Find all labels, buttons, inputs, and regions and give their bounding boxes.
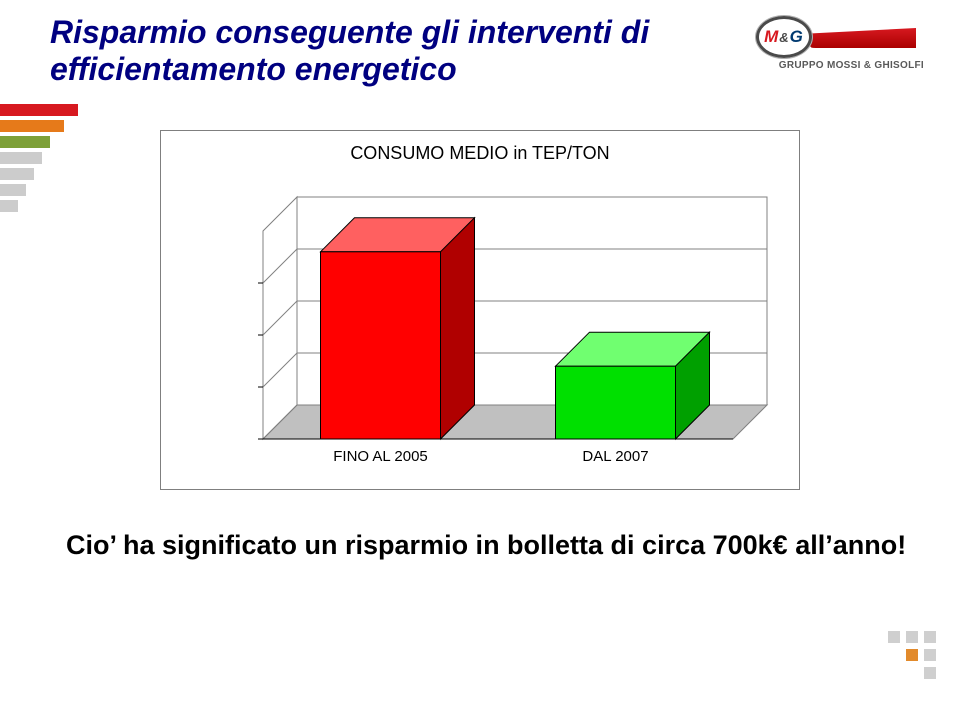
stripe-1 (0, 120, 64, 132)
stripe-3 (0, 152, 42, 164)
logo-ampersand: & (779, 30, 789, 45)
brand-logo: M&G GRUPPO MOSSI & GHISOLFI (726, 14, 926, 71)
decorative-left-stripes (0, 104, 78, 216)
logo-letter-g: G (790, 27, 804, 46)
svg-text:FINO AL 2005: FINO AL 2005 (333, 448, 428, 465)
decorative-corner-dots (882, 625, 936, 679)
corner-dot (924, 649, 936, 661)
logo-swoosh-icon (800, 28, 916, 48)
caption-text: Cio’ ha significato un risparmio in boll… (66, 530, 906, 561)
chart-panel: CONSUMO MEDIO in TEP/TON FINO AL 2005 DAL… (160, 130, 800, 490)
logo-letter-m: M (764, 27, 779, 46)
stripe-4 (0, 168, 34, 180)
stripe-0 (0, 104, 78, 116)
stripe-5 (0, 184, 26, 196)
corner-dot (924, 631, 936, 643)
corner-dot (906, 649, 918, 661)
logo-badge-icon: M&G (756, 16, 812, 58)
bar-chart: FINO AL 2005 DAL 2007 (179, 187, 779, 475)
stripe-2 (0, 136, 50, 148)
corner-dot (906, 631, 918, 643)
page-title: Risparmio conseguente gli interventi di … (50, 14, 726, 88)
corner-dot (888, 631, 900, 643)
svg-text:DAL 2007: DAL 2007 (582, 448, 648, 465)
chart-title: CONSUMO MEDIO in TEP/TON (161, 131, 799, 164)
title-line-1: Risparmio conseguente gli interventi di (50, 14, 726, 51)
stripe-6 (0, 200, 18, 212)
corner-dot (924, 667, 936, 679)
title-line-2: efficientamento energetico (50, 51, 726, 88)
logo-subtitle: GRUPPO MOSSI & GHISOLFI (726, 60, 926, 71)
